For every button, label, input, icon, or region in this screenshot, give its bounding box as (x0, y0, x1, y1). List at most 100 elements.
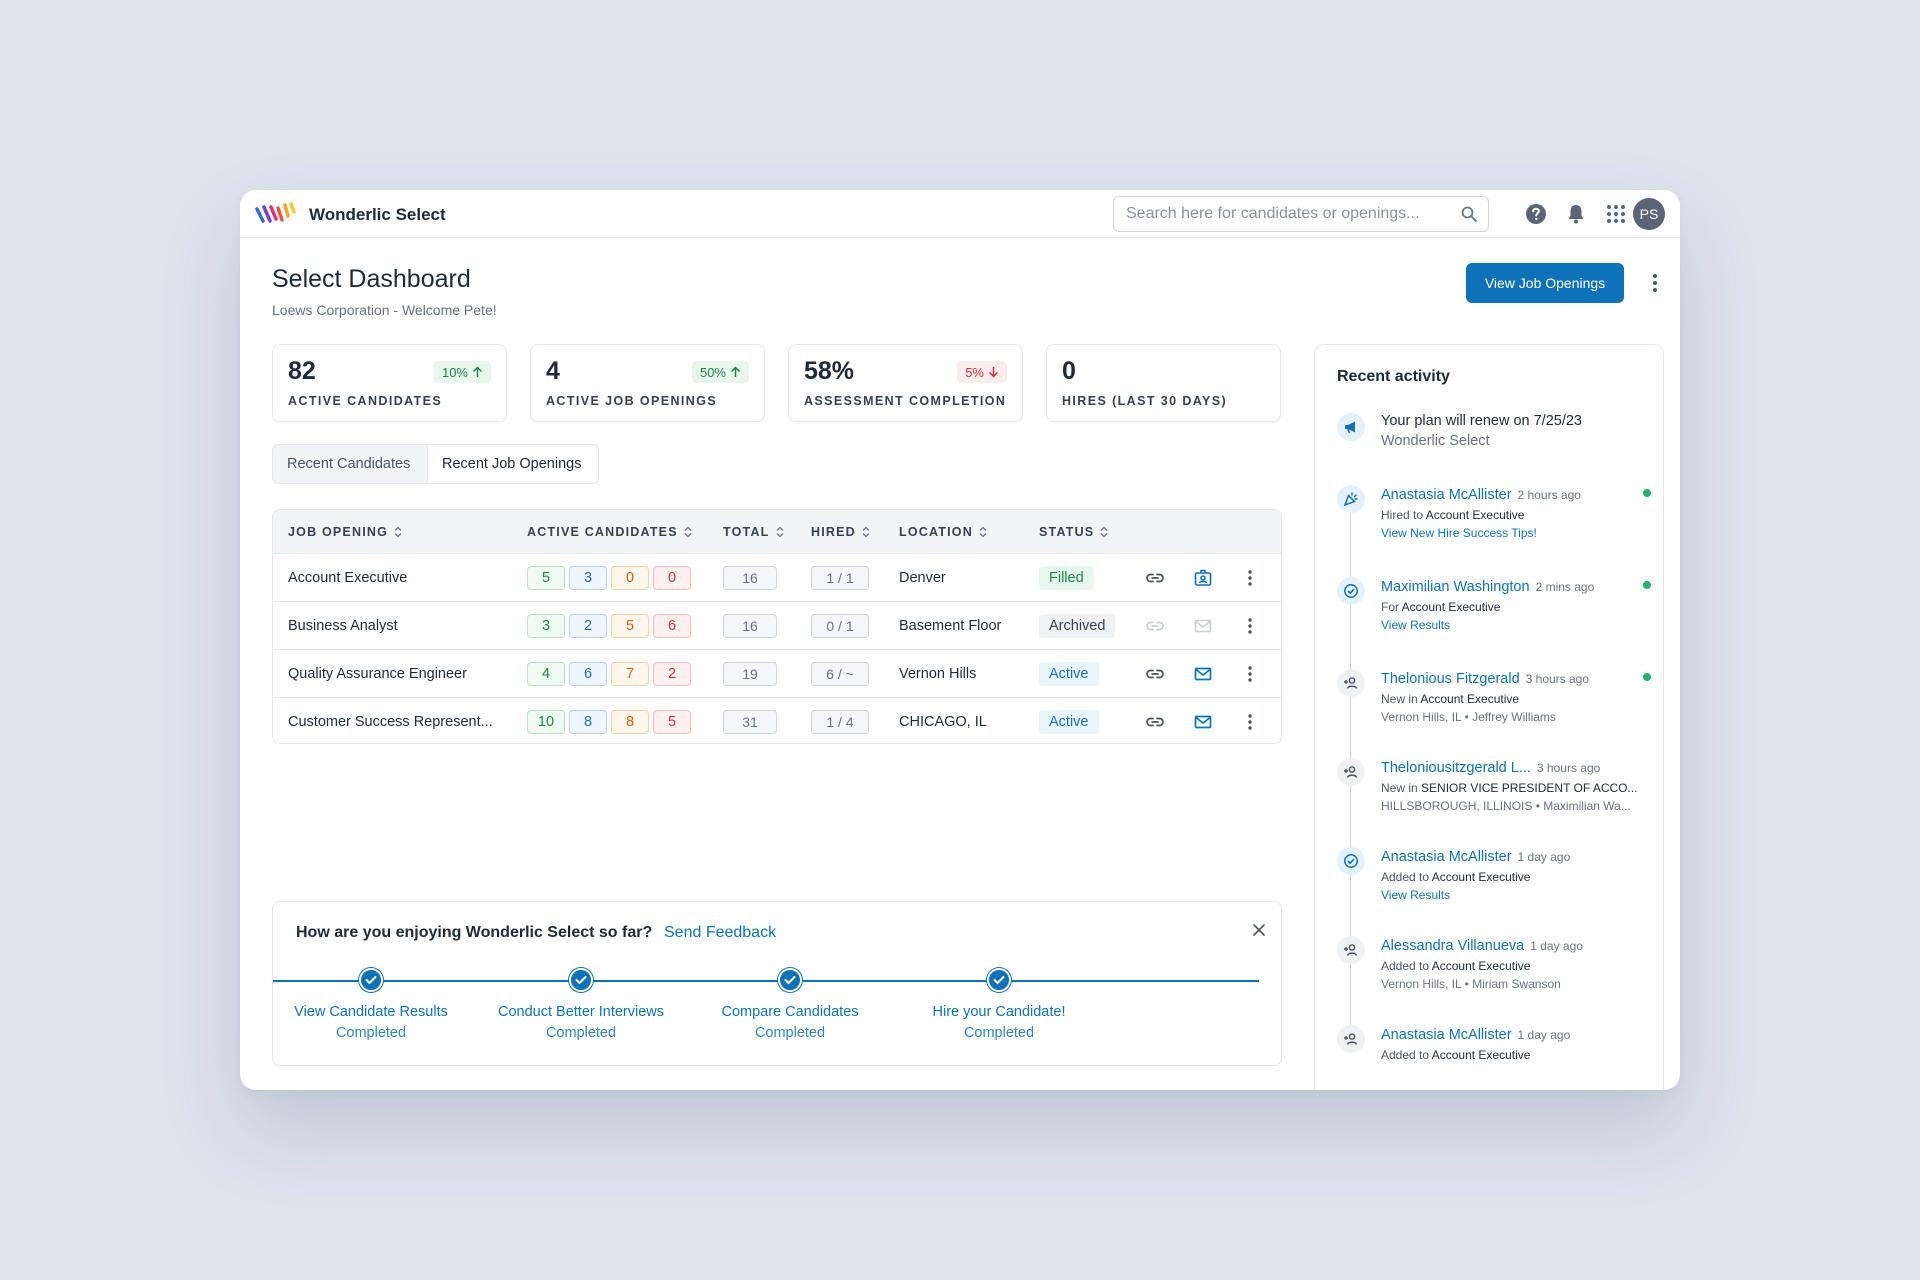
column-header-status[interactable]: STATUS (1039, 525, 1108, 539)
more-icon[interactable] (1240, 568, 1260, 588)
column-header-hired[interactable]: HIRED (811, 525, 870, 539)
person-name[interactable]: Alessandra Villanueva (1381, 938, 1525, 954)
page-more-icon[interactable] (1645, 272, 1665, 294)
column-header-job-opening[interactable]: JOB OPENING (288, 525, 402, 539)
count-chip-red[interactable]: 0 (653, 566, 691, 590)
count-chip-blue[interactable]: 8 (569, 710, 607, 734)
job-title[interactable]: Business Analyst (288, 618, 398, 634)
hired-count: 1 / 1 (811, 566, 869, 590)
trend-percent: 50% (699, 364, 726, 380)
badge-icon[interactable] (1193, 568, 1213, 588)
stat-card-active-job-openings[interactable]: 4 50% ACTIVE JOB OPENINGS (530, 344, 765, 422)
sort-icon (684, 526, 692, 538)
send-feedback-link[interactable]: Send Feedback (664, 924, 777, 941)
bell-icon[interactable] (1564, 202, 1588, 226)
table-row[interactable]: Account Executive 5 3 0 0 16 1 / 1 Denve… (273, 554, 1281, 602)
column-header-total[interactable]: TOTAL (723, 525, 784, 539)
activity-person-link[interactable]: Anastasia McAllister 1 day ago (1381, 849, 1570, 865)
celebrate-icon (1337, 485, 1365, 513)
column-header-location[interactable]: LOCATION (899, 525, 987, 539)
close-icon[interactable] (1251, 922, 1267, 938)
count-chip-orange[interactable]: 8 (611, 710, 649, 734)
stat-card-active-candidates[interactable]: 82 10% ACTIVE CANDIDATES (272, 344, 507, 422)
mail-icon[interactable] (1193, 664, 1213, 684)
count-chip-orange[interactable]: 7 (611, 662, 649, 686)
location: Basement Floor (899, 618, 1002, 634)
step-status: Completed (545, 1025, 617, 1041)
status-badge: Active (1039, 662, 1099, 686)
activity-time: 2 mins ago (1535, 580, 1595, 594)
more-icon[interactable] (1240, 616, 1260, 636)
job-title[interactable]: Customer Success Represent... (288, 714, 493, 730)
count-chip-red[interactable]: 6 (653, 614, 691, 638)
table-row[interactable]: Customer Success Represent... 10 8 8 5 3… (273, 698, 1281, 743)
count-chip-blue[interactable]: 2 (569, 614, 607, 638)
step-hire-your-candidate[interactable]: Hire your Candidate! Completed (889, 968, 1109, 1041)
activity-time: 3 hours ago (1536, 761, 1601, 775)
count-chip-green[interactable]: 10 (527, 710, 565, 734)
person-name[interactable]: Anastasia McAllister (1381, 487, 1512, 503)
activity-target: SENIOR VICE PRESIDENT OF ACCO... (1421, 781, 1638, 795)
activity-person-link[interactable]: Alessandra Villanueva 1 day ago (1381, 938, 1583, 954)
count-chip-green[interactable]: 3 (527, 614, 565, 638)
activity-person-link[interactable]: Maximilian Washington 2 mins ago (1381, 579, 1594, 595)
activity-action-link[interactable]: View New Hire Success Tips! (1381, 526, 1537, 540)
search-input[interactable] (1114, 197, 1454, 231)
wonderlic-logo-icon[interactable] (254, 200, 298, 228)
link-icon[interactable] (1145, 568, 1165, 588)
tab-recent-candidates[interactable]: Recent Candidates (273, 445, 428, 483)
count-chip-orange[interactable]: 0 (611, 566, 649, 590)
step-conduct-better-interviews[interactable]: Conduct Better Interviews Completed (471, 968, 691, 1041)
candidate-counts: 4 6 7 2 (527, 650, 695, 698)
person-name[interactable]: Anastasia McAllister (1381, 849, 1512, 865)
step-compare-candidates[interactable]: Compare Candidates Completed (680, 968, 900, 1041)
more-icon[interactable] (1240, 712, 1260, 732)
job-title[interactable]: Quality Assurance Engineer (288, 666, 467, 682)
person-add-icon (1337, 1025, 1365, 1053)
link-icon[interactable] (1145, 664, 1165, 684)
table-row[interactable]: Business Analyst 3 2 5 6 16 0 / 1 Baseme… (273, 602, 1281, 650)
activity-target: Account Executive (1401, 600, 1501, 614)
count-chip-blue[interactable]: 3 (569, 566, 607, 590)
view-results-link[interactable]: View Results (1381, 618, 1451, 632)
activity-person-link[interactable]: Thelonious Fitzgerald 3 hours ago (1381, 671, 1589, 687)
job-title[interactable]: Account Executive (288, 570, 408, 586)
stat-value: 4 (546, 357, 560, 385)
apps-grid-icon[interactable] (1604, 202, 1628, 226)
stat-card-hires[interactable]: 0 HIRES (LAST 30 DAYS) (1046, 344, 1281, 422)
more-icon[interactable] (1240, 664, 1260, 684)
mail-icon[interactable] (1193, 712, 1213, 732)
count-chip-red[interactable]: 2 (653, 662, 691, 686)
person-name[interactable]: Thelonious Fitzgerald (1381, 671, 1520, 687)
activity-prefix: New in (1381, 692, 1418, 706)
activity-person-link[interactable]: Anastasia McAllister 2 hours ago (1381, 487, 1581, 503)
stat-label: ACTIVE JOB OPENINGS (546, 394, 718, 408)
search-box[interactable] (1113, 196, 1489, 232)
status-badge: Filled (1039, 566, 1094, 590)
sort-icon (776, 526, 783, 538)
activity-person-link[interactable]: Anastasia McAllister 1 day ago (1381, 1027, 1570, 1043)
person-name[interactable]: Theloniousitzgerald L... (1381, 760, 1531, 776)
person-name[interactable]: Maximilian Washington (1381, 579, 1530, 595)
count-chip-orange[interactable]: 5 (611, 614, 649, 638)
help-icon[interactable] (1524, 202, 1548, 226)
view-results-link[interactable]: View Results (1381, 888, 1451, 902)
activity-target: Account Executive (1425, 508, 1525, 522)
count-chip-red[interactable]: 5 (653, 710, 691, 734)
column-header-active-candidates[interactable]: ACTIVE CANDIDATES (527, 525, 692, 539)
tab-recent-job-openings[interactable]: Recent Job Openings (428, 445, 598, 483)
status-badge: Active (1039, 710, 1099, 734)
link-icon[interactable] (1145, 712, 1165, 732)
user-avatar[interactable]: PS (1633, 198, 1665, 230)
table-row[interactable]: Quality Assurance Engineer 4 6 7 2 19 6 … (273, 650, 1281, 698)
step-view-candidate-results[interactable]: View Candidate Results Completed (261, 968, 481, 1041)
timeline-line (1350, 605, 1351, 669)
count-chip-blue[interactable]: 6 (569, 662, 607, 686)
search-icon[interactable] (1460, 205, 1478, 223)
activity-person-link[interactable]: Theloniousitzgerald L... 3 hours ago (1381, 760, 1600, 776)
stat-card-assessment-completion[interactable]: 58% 5% ASSESSMENT COMPLETION (788, 344, 1023, 422)
count-chip-green[interactable]: 5 (527, 566, 565, 590)
count-chip-green[interactable]: 4 (527, 662, 565, 686)
person-name[interactable]: Anastasia McAllister (1381, 1027, 1512, 1043)
view-job-openings-button[interactable]: View Job Openings (1466, 263, 1624, 303)
